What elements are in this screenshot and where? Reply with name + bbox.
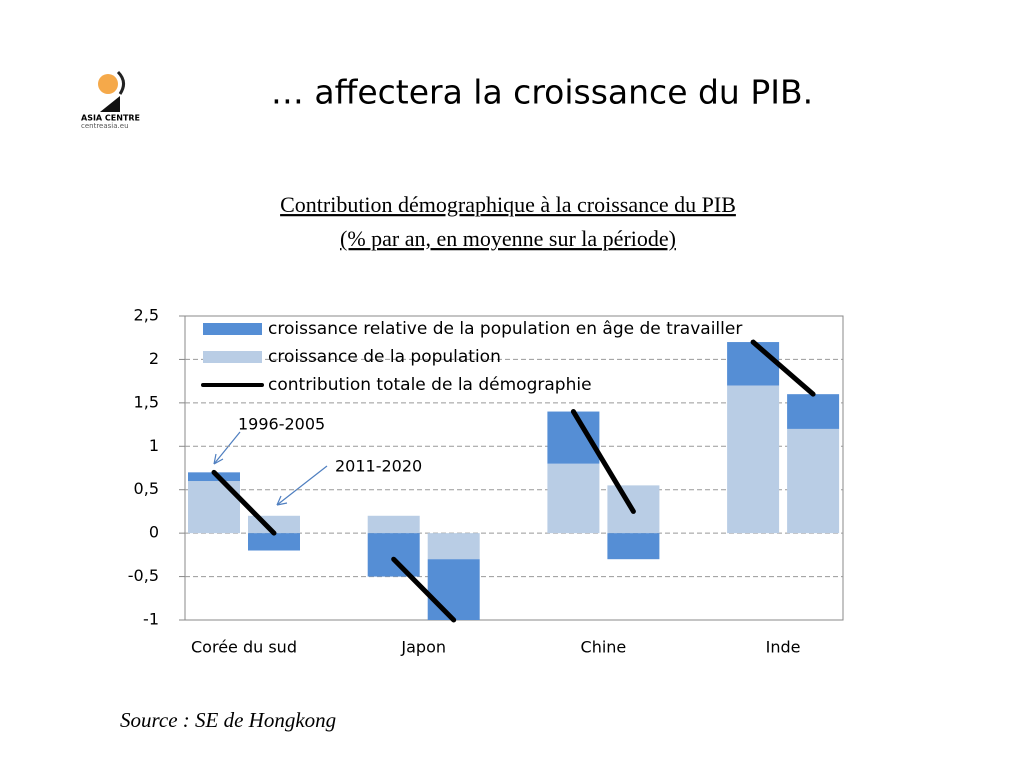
- annotation-arrow: [276, 465, 328, 506]
- chart-title: Contribution démographique à la croissan…: [280, 192, 736, 217]
- y-tick-label: -0,5: [128, 566, 159, 585]
- slide-title: … affectera la croissance du PIB.: [271, 73, 813, 112]
- annotation: 1996-2005: [238, 415, 325, 434]
- legend-swatch: [203, 351, 262, 363]
- logo-shape: [100, 96, 120, 112]
- bar: [427, 533, 480, 560]
- y-tick-label: 0,5: [134, 479, 159, 498]
- y-tick-label: 2,5: [134, 306, 159, 325]
- bar: [367, 533, 420, 577]
- bar: [727, 385, 780, 534]
- bar: [367, 515, 420, 534]
- arrow-head: [276, 495, 288, 506]
- source: Source : SE de Hongkong: [120, 708, 336, 732]
- bar: [547, 463, 600, 534]
- x-tick-label: Corée du sud: [191, 638, 297, 657]
- chart-subtitle: (% par an, en moyenne sur la période): [340, 226, 676, 251]
- bar: [787, 428, 840, 534]
- logo-name: ASIA CENTRE: [81, 114, 140, 123]
- logo-url: centreasia.eu: [81, 122, 129, 130]
- logo-arc: [116, 70, 125, 95]
- bar: [248, 533, 300, 551]
- y-tick-label: 0: [149, 523, 159, 542]
- y-tick-label: -1: [143, 610, 159, 629]
- annotation-arrow: [213, 431, 241, 465]
- x-tick-label: Chine: [581, 638, 627, 657]
- logo-circle: [98, 74, 118, 94]
- legend-label: croissance de la population: [268, 347, 501, 367]
- legend-swatch: [203, 323, 262, 335]
- legend-label: croissance relative de la population en …: [268, 319, 742, 339]
- total-line: [570, 409, 636, 514]
- plot-frame: [184, 315, 844, 621]
- bar: [427, 559, 480, 620]
- bar: [188, 472, 240, 482]
- bar: [727, 342, 780, 386]
- total-line: [211, 469, 277, 536]
- logo: ASIA CENTRE centreasia.eu: [81, 70, 140, 130]
- bar: [607, 533, 660, 560]
- total-line: [391, 556, 457, 623]
- x-tick-label: Inde: [766, 638, 801, 657]
- bar: [787, 394, 840, 429]
- annotation: 2011-2020: [335, 457, 422, 476]
- x-tick-label: Japon: [400, 638, 446, 657]
- arrow-head: [213, 453, 224, 465]
- y-tick-label: 1: [149, 436, 159, 455]
- legend-label: contribution totale de la démographie: [268, 375, 592, 395]
- total-line: [750, 339, 816, 397]
- y-tick-label: 2: [149, 349, 159, 368]
- y-tick-label: 1,5: [134, 392, 159, 411]
